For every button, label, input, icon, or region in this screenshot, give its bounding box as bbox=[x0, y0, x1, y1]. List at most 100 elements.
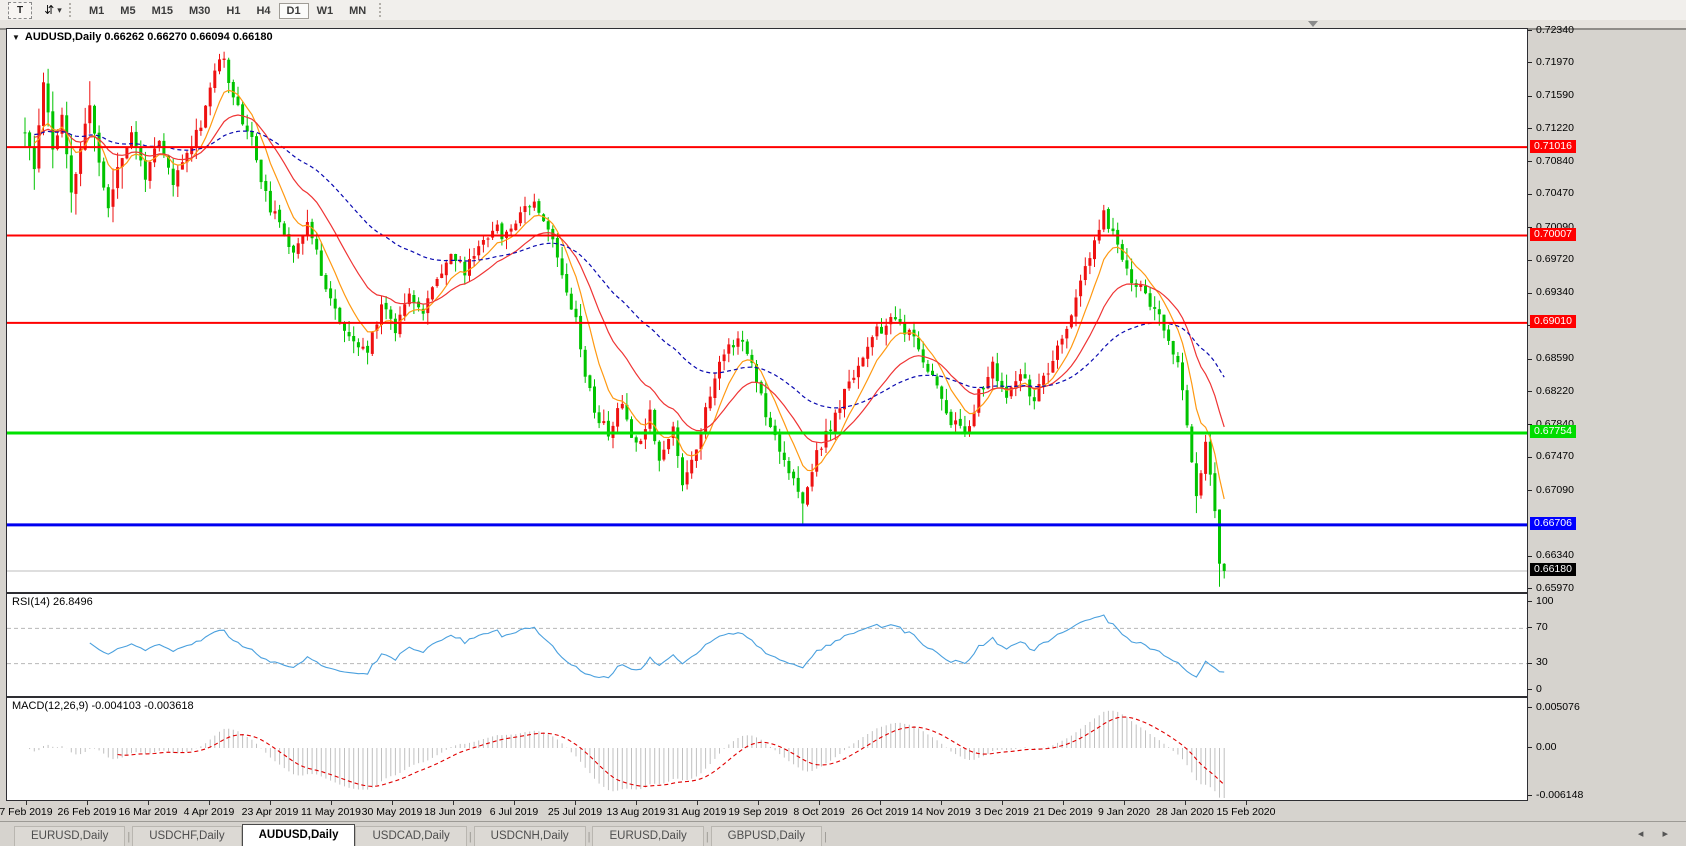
timeframe-button-m5[interactable]: M5 bbox=[120, 5, 136, 17]
price-chart-panel[interactable]: ▼ AUDUSD,Daily 0.66262 0.66270 0.66094 0… bbox=[6, 28, 1528, 593]
toolbar-grip[interactable] bbox=[379, 3, 386, 17]
macd-tick-label: 0.00 bbox=[1536, 741, 1557, 753]
tab-separator: | bbox=[587, 831, 591, 843]
toolbar-grip[interactable] bbox=[69, 3, 76, 17]
macd-tick bbox=[1528, 795, 1532, 796]
price-tick-label: 0.67470 bbox=[1536, 450, 1574, 462]
date-tick bbox=[1063, 801, 1064, 805]
tab-separator: | bbox=[468, 831, 472, 843]
rsi-tick bbox=[1528, 663, 1532, 664]
rsi-axis[interactable]: 100 70 30 0 bbox=[1528, 593, 1686, 697]
price-tick-label: 0.68220 bbox=[1536, 385, 1574, 397]
chart-tab-eurusd-daily[interactable]: EURUSD,Daily bbox=[14, 826, 126, 846]
date-axis[interactable]: 7 Feb 2019 26 Feb 2019 16 Mar 2019 4 Apr 20… bbox=[0, 801, 1686, 821]
timeframe-button-mn[interactable]: MN bbox=[349, 5, 367, 17]
macd-tick bbox=[1528, 707, 1532, 708]
rsi-chart[interactable] bbox=[7, 594, 1527, 696]
text-tool-button[interactable]: T bbox=[8, 1, 32, 19]
price-tick-label: 0.68590 bbox=[1536, 352, 1574, 364]
date-label: 14 Nov 2019 bbox=[911, 806, 971, 818]
chart-tab-gbpusd-daily[interactable]: GBPUSD,Daily bbox=[710, 826, 822, 846]
price-tick-label: 0.66340 bbox=[1536, 549, 1574, 561]
date-tick bbox=[1002, 801, 1003, 805]
candlestick-svg[interactable] bbox=[7, 29, 1527, 592]
rsi-panel[interactable]: RSI(14) 26.8496 bbox=[6, 593, 1528, 697]
timeframe-button-m1[interactable]: M1 bbox=[89, 5, 105, 17]
price-tick bbox=[1528, 490, 1532, 491]
date-tick bbox=[87, 801, 88, 805]
date-label: 31 Aug 2019 bbox=[667, 806, 727, 818]
chart-tab-usdcnh-daily[interactable]: USDCNH,Daily bbox=[473, 826, 586, 846]
date-tick bbox=[1124, 801, 1125, 805]
chart-tab-usdchf-daily[interactable]: USDCHF,Daily bbox=[132, 826, 242, 846]
price-axis[interactable]: 0.72340 0.71970 0.71590 0.71220 0.70840 0.704… bbox=[1528, 24, 1686, 594]
macd-svg[interactable] bbox=[7, 698, 1527, 800]
price-tick bbox=[1528, 359, 1532, 360]
macd-panel[interactable]: MACD(12,26,9) -0.004103 -0.003618 bbox=[6, 697, 1528, 801]
price-tick bbox=[1528, 128, 1532, 129]
price-tick-label: 0.65970 bbox=[1536, 582, 1574, 594]
tab-scroll-arrows: ◂ ▸ bbox=[1638, 827, 1676, 840]
macd-axis[interactable]: 0.005076 0.00 -0.006148 bbox=[1528, 697, 1686, 801]
candlestick-chart[interactable] bbox=[7, 29, 1527, 592]
price-tick-label: 0.70840 bbox=[1536, 155, 1574, 167]
chart-tab-usdcad-daily[interactable]: USDCAD,Daily bbox=[355, 826, 467, 846]
date-label: 4 Apr 2019 bbox=[183, 806, 235, 818]
price-tick bbox=[1528, 424, 1532, 425]
rsi-tick-label: 70 bbox=[1536, 621, 1548, 633]
macd-chart[interactable] bbox=[7, 698, 1527, 800]
date-tick bbox=[636, 801, 637, 805]
dropdown-caret-icon: ▾ bbox=[57, 4, 62, 15]
date-label: 28 Jan 2020 bbox=[1156, 806, 1214, 818]
rsi-tick bbox=[1528, 627, 1532, 628]
timeframe-button-m30[interactable]: M30 bbox=[188, 5, 211, 17]
date-tick bbox=[575, 801, 576, 805]
price-tick-label: 0.70470 bbox=[1536, 187, 1574, 199]
date-label: 16 Mar 2019 bbox=[118, 806, 178, 818]
date-tick bbox=[758, 801, 759, 805]
macd-tick-label: -0.006148 bbox=[1536, 789, 1584, 801]
timeframe-button-m15[interactable]: M15 bbox=[151, 5, 173, 17]
date-tick bbox=[453, 801, 454, 805]
rsi-label: RSI(14) 26.8496 bbox=[12, 596, 93, 608]
timeframe-button-h1[interactable]: H1 bbox=[226, 5, 241, 17]
chart-title: ▼ AUDUSD,Daily 0.66262 0.66270 0.66094 0… bbox=[12, 31, 273, 43]
title-caret-icon[interactable]: ▼ bbox=[12, 32, 20, 42]
price-tick bbox=[1528, 30, 1532, 31]
date-label: 26 Feb 2019 bbox=[57, 806, 117, 818]
macd-signal-line bbox=[117, 716, 1225, 787]
tab-scroll-right-icon[interactable]: ▸ bbox=[1662, 828, 1676, 840]
date-label: 15 Feb 2020 bbox=[1216, 806, 1276, 818]
tab-scroll-left-icon[interactable]: ◂ bbox=[1637, 828, 1652, 840]
axis-badge-0.70007: 0.70007 bbox=[1530, 228, 1576, 241]
price-tick bbox=[1528, 556, 1532, 557]
price-tick bbox=[1528, 62, 1532, 63]
tab-separator: | bbox=[127, 831, 131, 843]
chart-tab-audusd-daily[interactable]: AUDUSD,Daily bbox=[241, 824, 356, 846]
rsi-svg[interactable] bbox=[7, 594, 1527, 696]
date-tick bbox=[26, 801, 27, 805]
chart-tab-bar: EURUSD,Daily | USDCHF,Daily AUDUSD,Daily USD… bbox=[0, 821, 1686, 846]
date-label: 7 Feb 2019 bbox=[0, 806, 53, 818]
timeframe-button-group: M1 M5 M15 M30 H1 H4 D1 W1 MN bbox=[81, 1, 374, 19]
timeframe-button-w1[interactable]: W1 bbox=[316, 5, 334, 17]
chart-shift-marker[interactable] bbox=[1308, 21, 1318, 27]
symbol-cycle-button[interactable]: ⇵ ▾ bbox=[43, 2, 63, 18]
date-label: 26 Oct 2019 bbox=[851, 806, 909, 818]
date-label: 8 Oct 2019 bbox=[793, 806, 845, 818]
axis-badge-0.69010: 0.69010 bbox=[1530, 315, 1576, 328]
date-label: 21 Dec 2019 bbox=[1033, 806, 1093, 818]
timeframe-button-h4[interactable]: H4 bbox=[256, 5, 271, 17]
price-tick bbox=[1528, 194, 1532, 195]
macd-label: MACD(12,26,9) -0.004103 -0.003618 bbox=[12, 700, 194, 712]
tab-separator: | bbox=[705, 831, 709, 843]
chart-tab-eurusd-daily[interactable]: EURUSD,Daily bbox=[592, 826, 704, 846]
date-tick bbox=[819, 801, 820, 805]
price-tick bbox=[1528, 96, 1532, 97]
date-label: 30 May 2019 bbox=[361, 806, 423, 818]
date-tick bbox=[148, 801, 149, 805]
timeframe-button-d1[interactable]: D1 bbox=[278, 3, 309, 19]
ma-slow-line bbox=[34, 130, 1225, 409]
price-tick bbox=[1528, 391, 1532, 392]
